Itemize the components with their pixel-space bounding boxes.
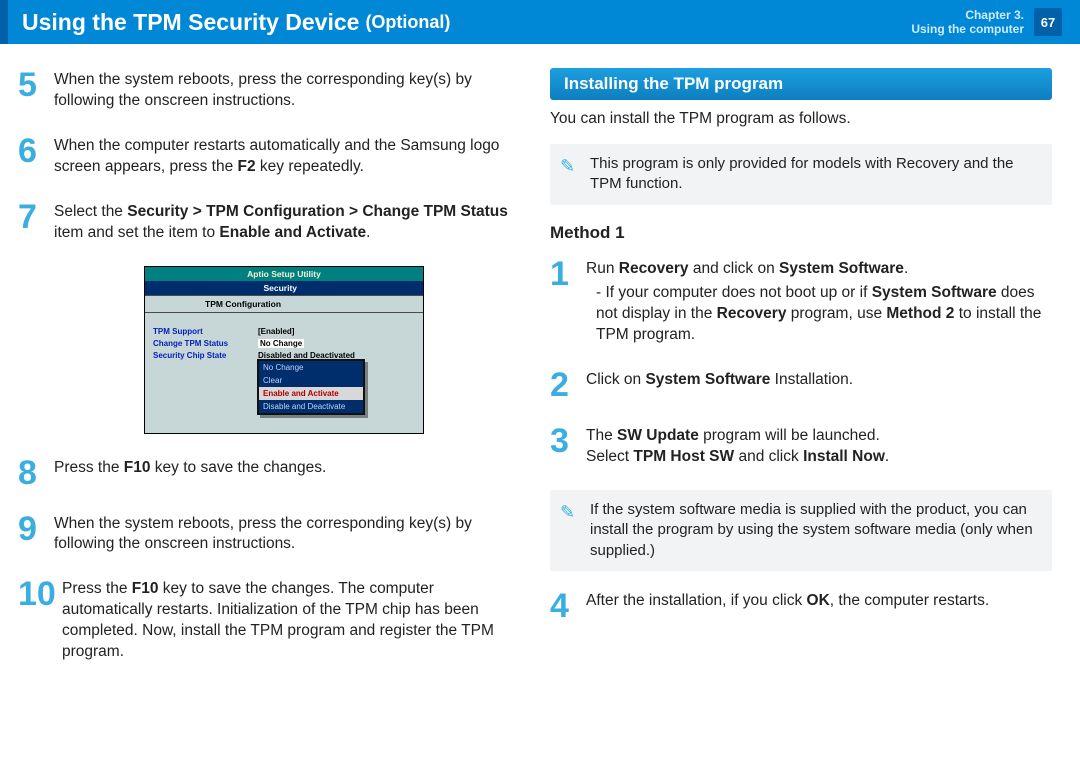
note-box-2: ✎ If the system software media is suppli… (550, 490, 1052, 571)
step-4: 4 After the installation, if you click O… (550, 589, 1052, 623)
content: 5When the system reboots, press the corr… (0, 44, 1080, 685)
header-right: Chapter 3. Using the computer 67 (911, 8, 1062, 37)
note-text-2: If the system software media is supplied… (590, 501, 1033, 559)
step-number: 4 (550, 589, 586, 623)
step-number: 7 (18, 200, 54, 244)
step-number: 10 (18, 577, 62, 663)
step-3: 3The SW Update program will be launched.… (550, 424, 1052, 468)
bios-body: TPM SupportEnabledChange TPM StatusNo Ch… (145, 313, 423, 433)
step-text: When the system reboots, press the corre… (54, 512, 520, 556)
step-1: 1Run Recovery and click on System Softwa… (550, 257, 1052, 347)
step-number: 3 (550, 424, 586, 468)
bios-row: Change TPM StatusNo Change (153, 339, 415, 348)
note-box-1: ✎ This program is only provided for mode… (550, 144, 1052, 205)
header-accent (0, 0, 8, 44)
step-8: 8Press the F10 key to save the changes. (18, 456, 520, 490)
bios-option: Clear (259, 374, 363, 387)
step-text: Press the F10 key to save the changes. T… (62, 577, 520, 663)
bios-option: No Change (259, 361, 363, 374)
header-subtitle: (Optional) (365, 12, 450, 33)
chapter-info: Chapter 3. Using the computer (911, 8, 1024, 37)
bios-value: Enabled (258, 327, 294, 336)
step-9: 9When the system reboots, press the corr… (18, 512, 520, 556)
note-text-1: This program is only provided for models… (590, 155, 1014, 192)
step-text: When the computer restarts automatically… (54, 134, 520, 178)
step-text: Select the Security > TPM Configuration … (54, 200, 520, 244)
step-number: 2 (550, 368, 586, 402)
step-number: 1 (550, 257, 586, 347)
step-5: 5When the system reboots, press the corr… (18, 68, 520, 112)
bios-option: Enable and Activate (259, 387, 363, 400)
step-text: The SW Update program will be launched.S… (586, 424, 889, 468)
bios-figure: Aptio Setup UtilitySecurityTPM Configura… (48, 266, 520, 434)
bios-dropdown: No ChangeClearEnable and ActivateDisable… (257, 359, 365, 415)
section-intro: You can install the TPM program as follo… (550, 110, 1052, 128)
page-header: Using the TPM Security Device (Optional)… (0, 0, 1080, 44)
right-steps: 1Run Recovery and click on System Softwa… (550, 257, 1052, 469)
bios-key: TPM Support (153, 327, 258, 336)
step-number: 5 (18, 68, 54, 112)
step-10: 10Press the F10 key to save the changes.… (18, 577, 520, 663)
chapter-line2: Using the computer (911, 22, 1024, 36)
chapter-line1: Chapter 3. (911, 8, 1024, 22)
section-heading: Installing the TPM program (550, 68, 1052, 100)
bios-window: Aptio Setup UtilitySecurityTPM Configura… (144, 266, 424, 434)
bios-key: Change TPM Status (153, 339, 258, 348)
bios-title: Aptio Setup Utility (145, 267, 423, 281)
step-number: 6 (18, 134, 54, 178)
step-2: 2Click on System Software Installation. (550, 368, 1052, 402)
step-number: 9 (18, 512, 54, 556)
bios-tab: Security (145, 281, 423, 295)
bios-option: Disable and Deactivate (259, 400, 363, 413)
bios-value: No Change (258, 339, 304, 348)
step-text: After the installation, if you click OK,… (586, 589, 989, 623)
step-6: 6When the computer restarts automaticall… (18, 134, 520, 178)
step-text: Press the F10 key to save the changes. (54, 456, 326, 490)
header-title: Using the TPM Security Device (22, 9, 359, 36)
method-heading: Method 1 (550, 223, 1052, 243)
step-text: Run Recovery and click on System Softwar… (586, 257, 1052, 347)
note-icon: ✎ (560, 154, 575, 178)
step-text: Click on System Software Installation. (586, 368, 853, 402)
note-icon: ✎ (560, 500, 575, 524)
step-number: 8 (18, 456, 54, 490)
right-column: Installing the TPM program You can insta… (550, 68, 1052, 685)
step-7: 7Select the Security > TPM Configuration… (18, 200, 520, 244)
step-text: When the system reboots, press the corre… (54, 68, 520, 112)
bios-key: Security Chip State (153, 351, 258, 360)
left-column: 5When the system reboots, press the corr… (18, 68, 520, 685)
bios-row: TPM SupportEnabled (153, 327, 415, 336)
page-number: 67 (1034, 8, 1062, 36)
bios-subtitle: TPM Configuration (145, 295, 423, 313)
